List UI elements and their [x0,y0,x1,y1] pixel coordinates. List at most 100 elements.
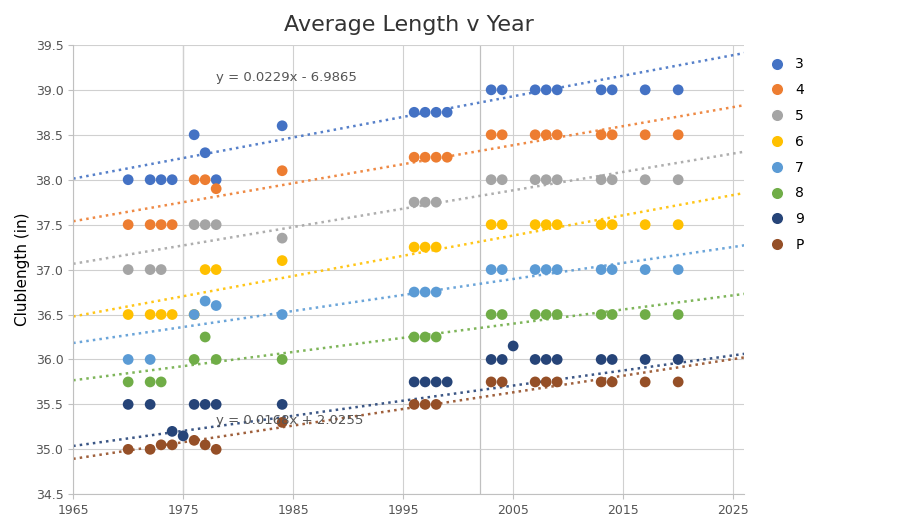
Point [671,220,686,229]
Point [208,185,223,193]
Point [143,355,158,364]
Title: Average Length v Year: Average Length v Year [284,15,534,35]
Point [275,121,290,130]
Point [538,86,553,94]
Point [154,440,169,449]
Point [495,310,510,319]
Point [429,378,443,386]
Point [121,445,136,454]
Point [550,220,564,229]
Point [440,378,455,386]
Point [594,176,609,184]
Point [275,167,290,175]
Point [187,176,202,184]
Point [594,86,609,94]
Point [121,220,136,229]
Point [527,355,542,364]
Point [605,86,620,94]
Point [165,427,180,436]
Point [506,342,521,350]
Point [187,310,202,319]
Point [527,176,542,184]
Point [429,108,443,117]
Point [429,243,443,251]
Point [605,220,620,229]
Point [638,355,653,364]
Point [594,355,609,364]
Point [594,310,609,319]
Point [484,220,499,229]
Point [605,130,620,139]
Point [671,86,686,94]
Point [121,378,136,386]
Point [154,220,169,229]
Point [638,86,653,94]
Point [550,176,564,184]
Point [418,153,432,162]
Point [208,355,223,364]
Point [538,220,553,229]
Point [638,310,653,319]
Point [143,220,158,229]
Point [495,378,510,386]
Point [484,86,499,94]
Point [208,445,223,454]
Point [208,301,223,310]
Legend: 3, 4, 5, 6, 7, 8, 9, P: 3, 4, 5, 6, 7, 8, 9, P [758,52,810,257]
Point [605,310,620,319]
Point [198,400,213,409]
Point [275,256,290,265]
Point [671,310,686,319]
Point [187,400,202,409]
Point [418,378,432,386]
Point [154,310,169,319]
Text: y = 0.0168x + 2.0255: y = 0.0168x + 2.0255 [216,414,363,427]
Point [638,130,653,139]
Point [187,130,202,139]
Point [187,310,202,319]
Point [538,176,553,184]
Point [198,440,213,449]
Point [208,400,223,409]
Point [143,265,158,274]
Point [429,198,443,206]
Point [594,220,609,229]
Point [495,130,510,139]
Point [638,378,653,386]
Point [527,265,542,274]
Point [407,378,421,386]
Point [418,108,432,117]
Point [198,297,213,305]
Point [527,220,542,229]
Point [671,176,686,184]
Point [594,130,609,139]
Point [275,400,290,409]
Point [605,378,620,386]
Point [143,378,158,386]
Point [418,288,432,296]
Point [208,265,223,274]
Point [429,153,443,162]
Point [418,198,432,206]
Point [484,176,499,184]
Point [495,355,510,364]
Point [550,355,564,364]
Point [154,176,169,184]
Point [275,310,290,319]
Y-axis label: Clublength (in): Clublength (in) [15,213,30,326]
Point [538,378,553,386]
Point [527,310,542,319]
Point [418,332,432,341]
Point [143,310,158,319]
Point [495,220,510,229]
Point [527,378,542,386]
Point [165,220,180,229]
Point [638,265,653,274]
Point [154,265,169,274]
Point [198,148,213,157]
Point [407,198,421,206]
Point [594,265,609,274]
Point [121,265,136,274]
Point [165,440,180,449]
Point [275,418,290,427]
